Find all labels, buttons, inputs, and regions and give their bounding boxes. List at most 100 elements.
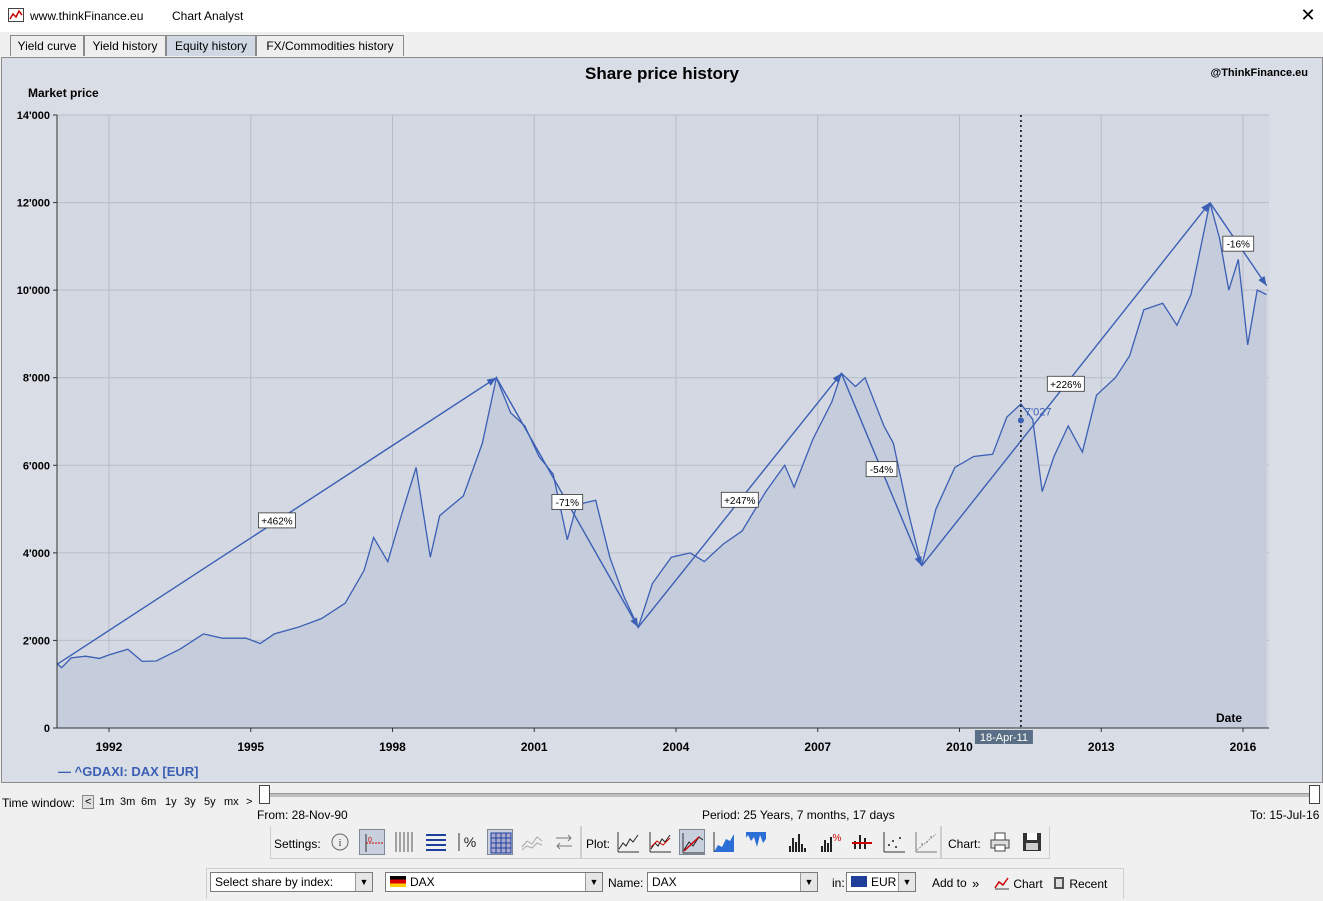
swing-arrowhead [486,377,497,386]
price-area [57,202,1267,729]
share-select[interactable]: DAX ▼ [385,872,603,892]
time-window-prev-button[interactable]: < [82,795,95,809]
swing-label-box [551,494,584,510]
svg-text:0: 0 [368,837,372,844]
y-tick-label: 8'000 [23,373,50,385]
share-select-value: DAX [410,875,435,889]
tab-yield-curve[interactable]: Yield curve [10,35,84,56]
swing-arrowhead [914,555,922,566]
percent-histogram-icon[interactable]: % [817,829,843,855]
y-tick-label: 14'000 [17,110,50,122]
save-icon[interactable] [1019,829,1045,855]
chart-label: Chart: [948,837,981,851]
overlay-lines-icon[interactable] [519,829,545,855]
add-to-recent-label: Recent [1069,877,1108,891]
time-window-1y-button[interactable]: 1y [165,796,177,808]
scatter-icon[interactable] [881,829,907,855]
share-price-chart[interactable]: +462% -71% +247% -54% +226% -16% 0 2'000 4'000 6… [2,58,1322,782]
regression-icon[interactable] [913,829,939,855]
slider-track [262,793,1316,797]
plot-group [580,826,942,859]
tab-fx-commodities-history[interactable]: FX/Commodities history [256,35,404,56]
time-window-6m-button[interactable]: 6m [141,796,157,808]
cursor-value-label: 7'027 [1025,406,1052,418]
name-select-value: DAX [652,875,677,889]
price-line [57,202,1267,669]
time-window-1m-button[interactable]: 1m [99,796,115,808]
swing-analysis-icon[interactable] [679,829,705,855]
svg-text:i: i [339,838,342,849]
y-tick-label: 4'000 [23,548,50,560]
recent-list-icon [1054,877,1064,889]
drawdown-chart-icon[interactable] [743,829,769,855]
percent-icon[interactable]: % [455,829,481,855]
slider-start-handle[interactable] [259,785,270,804]
info-icon[interactable]: i [327,829,353,855]
histogram-icon[interactable] [785,829,811,855]
full-grid-icon[interactable] [487,829,513,855]
swing-label: -71% [556,498,579,509]
close-icon[interactable]: ✕ [1300,5,1316,25]
double-chevron-right-icon[interactable]: » [972,876,980,891]
tab-equity-history[interactable]: Equity history [166,35,256,56]
app-chart-icon [8,8,24,22]
print-icon[interactable] [987,829,1013,855]
chevron-down-icon: ▼ [355,873,372,891]
to-date: To: 15-Jul-16 [1250,808,1320,822]
time-window-next-button[interactable]: > [246,796,253,808]
index-select[interactable]: Select share by index: ▼ [210,872,373,892]
window-title: Chart Analyst [172,9,244,23]
swap-arrows-icon[interactable] [551,829,577,855]
add-to-label: Add to [932,876,967,890]
name-select[interactable]: DAX ▼ [647,872,818,892]
x-tick-label: 2001 [521,740,548,754]
y-axis-label: Market price [28,86,99,100]
index-select-value: Select share by index: [215,875,334,889]
time-window-mx-button[interactable]: mx [224,796,239,808]
period-text: Period: 25 Years, 7 months, 17 days [702,808,895,822]
svg-text:%: % [833,833,842,844]
germany-flag-icon [390,876,406,887]
y-tick-label: 10'000 [17,285,50,297]
time-range-slider[interactable] [258,784,1320,806]
chart-title: Share price history [584,64,739,83]
add-to-recent-button[interactable]: Recent [1052,876,1107,891]
chart-legend: — ^GDAXI: DAX [EUR] [58,764,199,779]
tab-yield-history[interactable]: Yield history [84,35,166,56]
cursor-date-box [974,730,1033,744]
swing-label: -16% [1227,240,1250,251]
y-tick-label: 12'000 [17,198,50,210]
currency-select[interactable]: EUR ▼ [846,872,916,892]
x-tick-label: 1998 [379,740,406,754]
vertical-grid-icon[interactable] [391,829,417,855]
x-tick-label: 1992 [96,740,123,754]
add-to-chart-button[interactable]: Chart [994,876,1043,891]
chevron-down-icon: ▼ [800,873,817,891]
chart-panel: Share price history @ThinkFinance.eu Mar… [1,57,1323,783]
trend-line-icon[interactable] [647,829,673,855]
distribution-icon[interactable] [849,829,875,855]
area-chart-icon[interactable] [711,829,737,855]
x-tick-label: 2016 [1230,740,1257,754]
time-window-3y-button[interactable]: 3y [184,796,196,808]
line-chart-icon[interactable] [615,829,641,855]
chevron-down-icon: ▼ [898,873,915,891]
zero-line-icon[interactable]: 0 [359,829,385,855]
slider-end-handle[interactable] [1309,785,1320,804]
y-tick-label: 2'000 [23,635,50,647]
x-tick-label: 1995 [237,740,264,754]
cursor-point [1017,417,1024,424]
swing-label: +462% [261,516,293,527]
svg-text:%: % [464,834,476,850]
time-window-label: Time window: [2,796,75,810]
settings-group [270,826,582,859]
chart-brand: @ThinkFinance.eu [1210,67,1308,79]
y-tick-label: 0 [44,723,50,735]
time-window-5y-button[interactable]: 5y [204,796,216,808]
chart-group [940,826,1050,859]
time-window-3m-button[interactable]: 3m [120,796,136,808]
swing-label-box [865,461,898,478]
cursor-date-label: 18-Apr-11 [980,732,1028,744]
horizontal-grid-icon[interactable] [423,829,449,855]
swing-label: -54% [870,465,893,476]
